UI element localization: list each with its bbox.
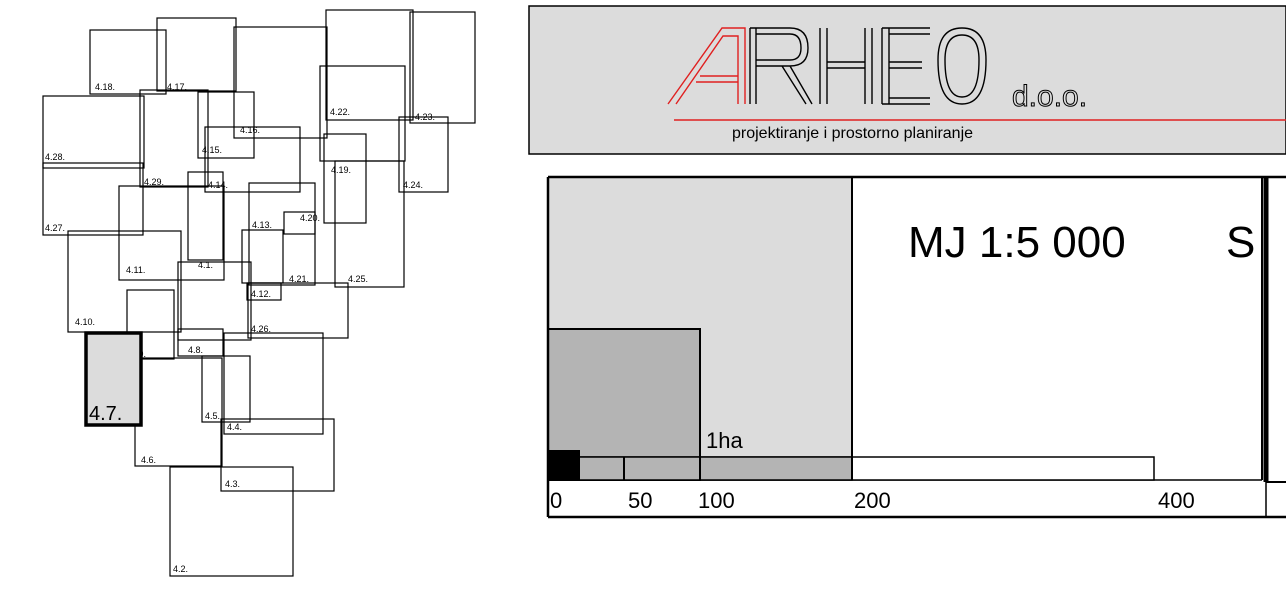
sheet-4-18b-frame (233, 26, 406, 162)
sheet-4-23[interactable]: 4.23. (409, 11, 476, 124)
sheet-label: 4.24. (403, 180, 423, 190)
scale-text: MJ 1:5 000 (908, 218, 1126, 267)
logo-suffix: d.o.o. (1012, 80, 1087, 113)
sheet-4-18[interactable]: 4.18. (89, 29, 167, 95)
sheet-4-15[interactable]: 4.15. (197, 91, 255, 159)
current-sheet-label: 4.7. (89, 403, 122, 425)
tick-label-0: 0 (550, 488, 562, 513)
sheet-4-5[interactable]: 4.5. (201, 355, 251, 423)
logo-panel: d.o.o. projektiranje i prostorno planira… (528, 5, 1286, 155)
scale-box: MJ 1:5 000 S 1ha 0 50 100 200 400 (546, 175, 1286, 519)
tick-label-400: 400 (1158, 488, 1195, 513)
sheet-label: 4.2. (173, 564, 188, 574)
sheet-4-1[interactable]: 4.1. (177, 260, 252, 341)
sheet-label: 4.17. (167, 82, 187, 92)
sheet-label: 4.13. (252, 220, 272, 230)
sheet-label: 4.15. (202, 145, 222, 155)
tick-label-100: 100 (698, 488, 735, 513)
sheet-label: 4.29. (144, 177, 164, 187)
tick-label-200: 200 (854, 488, 891, 513)
sheet-4-2[interactable]: 4.2. (169, 466, 294, 577)
area-label: 1ha (706, 428, 743, 453)
scale-bar-origin-block (548, 450, 580, 480)
sheet-label: 4.22. (330, 107, 350, 117)
sheet-4-17[interactable]: 4.17. (156, 17, 237, 92)
logo-a-letter (667, 27, 746, 105)
sheet-label: 4.6. (141, 455, 156, 465)
sheet-label: 4.4. (227, 422, 242, 432)
sheet-label: 4.12. (251, 289, 271, 299)
sheet-label: 4.21. (289, 274, 309, 284)
scale-partial-letter: S (1226, 218, 1255, 267)
sheet-label: 4.11. (126, 265, 145, 275)
sheet-4-7-current[interactable]: 4.7. (84, 331, 143, 427)
sheet-4-16[interactable]: 4.16. (204, 125, 301, 193)
logo-tagline: projektiranje i prostorno planiranje (732, 125, 973, 142)
sheet-label: 4.8. (188, 345, 203, 355)
sheet-4-11[interactable]: 4.11. (118, 185, 225, 281)
sheet-label: 4.3. (225, 479, 240, 489)
sheet-4-28[interactable]: 4.28. (42, 95, 145, 169)
sheet-label: 4.26. (251, 324, 271, 334)
sheet-4-10[interactable]: 4.10. (67, 230, 182, 333)
sheet-label: 4.25. (348, 274, 368, 284)
sheet-label: 4.19. (331, 165, 351, 175)
sheet-4-25[interactable]: 4.25. (334, 160, 405, 288)
sheet-label: 4.18. (95, 82, 115, 92)
logo-rheo-letters (749, 27, 987, 105)
sheet-label: 4.10. (75, 317, 95, 327)
sheet-4-27[interactable]: 4.27. (42, 162, 144, 236)
tick-label-50: 50 (628, 488, 652, 513)
sheet-4-8[interactable]: 4.8. (177, 328, 224, 357)
sheet-label: 4.14. (208, 180, 228, 190)
sheet-4-21[interactable]: 4.21. (248, 182, 316, 286)
sheet-4-19[interactable]: 4.19. (323, 133, 367, 224)
sheet-label: 4.5. (205, 411, 220, 421)
sheet-label: 4.20. (300, 213, 320, 223)
sheet-label: 4.1. (198, 260, 213, 270)
sheet-label: 4.16. (240, 125, 260, 135)
sheet-label: 4.28. (45, 152, 65, 162)
sheet-label: 4.27. (45, 223, 65, 233)
sheet-index-map: 4.2. 4.3. 4.4. 4.5. 4.6. 4.8. 4.9. 4.10 (42, 9, 476, 577)
sheet-4-4[interactable]: 4.4. (223, 332, 324, 435)
logo-panel-bg (528, 5, 1286, 155)
sheet-4-13[interactable]: 4.13. (241, 220, 284, 284)
sheet-4-29[interactable]: 4.29. (139, 89, 209, 188)
sheet-4-26[interactable]: 4.26. (247, 282, 349, 339)
sheet-4-3[interactable]: 4.3. (220, 418, 335, 492)
sheet-4-22[interactable]: 4.22. (325, 9, 414, 121)
sheet-4-24[interactable]: 4.24. (398, 116, 449, 193)
